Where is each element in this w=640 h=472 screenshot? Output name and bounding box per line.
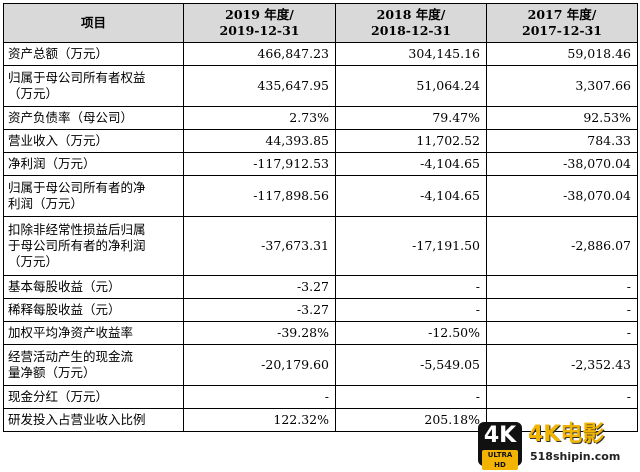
cell-2019: 2.73% [183,106,336,130]
cell-2018: - [335,298,487,322]
cell-2018: 51,064.24 [335,65,487,107]
cell-2018: -4,104.65 [335,152,487,176]
cell-2017: - [486,275,638,299]
watermark-brand: 4K电影 [528,422,605,447]
table-row: 经营活动产生的现金流 量净额（万元） -20,179.60 -5,549.05 -2,3… [3,344,638,386]
cell-2017: -38,070.04 [486,152,638,176]
table-row: 研发投入占营业收入比例 122.32% 205.18% [3,408,638,432]
cell-2019: - [183,385,336,409]
row-label: 营业收入（万元） [3,129,184,153]
cell-2019: -117,898.56 [183,175,336,217]
row-label: 归属于母公司所有者的净 利润（万元） [3,175,184,217]
table-row: 营业收入（万元） 44,393.85 11,702.52 784.33 [3,129,638,153]
cell-2018: -5,549.05 [335,344,487,386]
cell-2017: - [486,321,638,345]
row-label: 扣除非经常性损益后归属 于母公司所有者的净利润 （万元） [3,216,184,276]
row-label: 稀释每股收益（元） [3,298,184,322]
header-2019: 2019 年度/2019-12-31 [183,3,336,43]
row-label: 净利润（万元） [3,152,184,176]
table-header-row: 项目 2019 年度/2019-12-31 2018 年度/2018-12-31… [3,3,638,43]
cell-2018: 205.18% [335,408,487,432]
cell-2018: -4,104.65 [335,175,487,217]
cell-2019: -117,912.53 [183,152,336,176]
row-label: 研发投入占营业收入比例 [3,408,184,432]
row-label: 归属于母公司所有者权益 （万元） [3,65,184,107]
table-row: 加权平均净资产收益率 -39.28% -12.50% - [3,321,638,345]
row-label: 经营活动产生的现金流 量净额（万元） [3,344,184,386]
table-row: 资产总额（万元） 466,847.23 304,145.16 59,018.46 [3,42,638,66]
cell-2019: 44,393.85 [183,129,336,153]
cell-2017: -38,070.04 [486,175,638,217]
cell-2017: -2,886.07 [486,216,638,276]
watermark: 4K ULTRA HD 4K电影 518shipin.com [476,420,636,470]
row-label: 基本每股收益（元） [3,275,184,299]
cell-2019: -37,673.31 [183,216,336,276]
cell-2018: - [335,275,487,299]
cell-2019: -3.27 [183,298,336,322]
table-row: 基本每股收益（元） -3.27- - [3,275,638,299]
cell-2017: - [486,385,638,409]
cell-2017: 784.33 [486,129,638,153]
cell-2019: -20,179.60 [183,344,336,386]
row-label: 资产负债率（母公司） [3,106,184,130]
table-row: 归属于母公司所有者权益 （万元） 435,647.95 51,064.24 3,307.… [3,65,638,107]
table-row: 归属于母公司所有者的净 利润（万元） -117,898.56 -4,104.65 -38… [3,175,638,217]
cell-2017: 59,018.46 [486,42,638,66]
watermark-4k-badge: 4K ULTRA HD [478,422,522,470]
row-label: 资产总额（万元） [3,42,184,66]
cell-2019: -39.28% [183,321,336,345]
table-row: 现金分红（万元） - - - [3,385,638,409]
table-row: 净利润（万元） -117,912.53 -4,104.65 -38,070.04 [3,152,638,176]
table-row: 资产负债率（母公司） 2.73% 79.47% 92.53% [3,106,638,130]
financial-table: 项目 2019 年度/2019-12-31 2018 年度/2018-12-31… [3,3,638,432]
cell-2017: - [486,298,638,322]
cell-2018: -17,191.50 [335,216,487,276]
watermark-url: 518shipin.com [530,450,621,463]
cell-2019: 466,847.23 [183,42,336,66]
cell-2018: 11,702.52 [335,129,487,153]
watermark-badge-big: 4K [483,423,517,448]
cell-2018: 79.47% [335,106,487,130]
cell-2018: -12.50% [335,321,487,345]
cell-2019: -3.27 [183,275,336,299]
header-2017: 2017 年度/2017-12-31 [486,3,638,43]
cell-2017: 92.53% [486,106,638,130]
row-label: 现金分红（万元） [3,385,184,409]
header-2018: 2018 年度/2018-12-31 [335,3,487,43]
cell-2017: -2,352.43 [486,344,638,386]
row-label: 加权平均净资产收益率 [3,321,184,345]
cell-2019: 435,647.95 [183,65,336,107]
table-row: 稀释每股收益（元） -3.27- - [3,298,638,322]
cell-2018: 304,145.16 [335,42,487,66]
cell-2019: 122.32% [183,408,336,432]
cell-2017: 3,307.66 [486,65,638,107]
header-item: 项目 [3,3,184,43]
cell-2018: - [335,385,487,409]
watermark-badge-small: ULTRA HD [482,450,518,470]
table-row: 扣除非经常性损益后归属 于母公司所有者的净利润 （万元） -37,673.31 -17,… [3,216,638,276]
